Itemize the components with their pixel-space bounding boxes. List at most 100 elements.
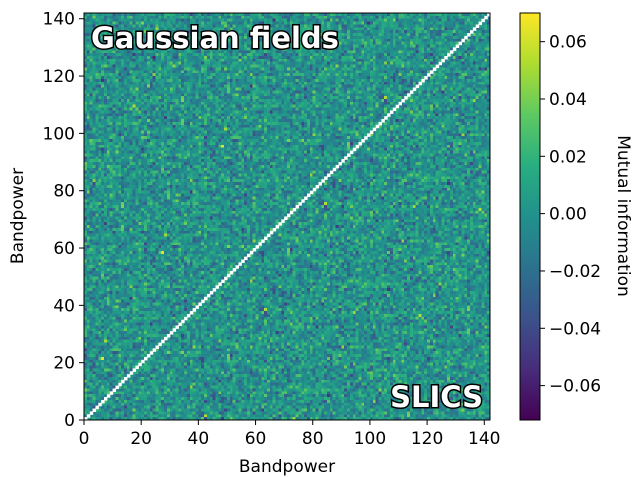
x-tick-label: 80 [302, 429, 324, 449]
diagonal-cell [395, 104, 400, 109]
diagonal-cell [204, 296, 208, 301]
diagonal-cell [318, 182, 322, 186]
diagonal-cell [441, 58, 445, 63]
diagonal-cell [381, 119, 385, 123]
diagonal-cell [315, 184, 320, 189]
y-tick-label: 40 [53, 296, 75, 316]
diagonal-cell [235, 265, 239, 269]
diagonal-cell [192, 308, 197, 312]
diagonal-cell [232, 268, 237, 272]
diagonal-cell [266, 233, 271, 238]
diagonal-cell [404, 96, 408, 100]
diagonal-cell [327, 173, 331, 177]
diagonal-cell [301, 199, 305, 203]
diagonal-cell [487, 13, 491, 17]
diagonal-cell [458, 41, 463, 46]
x-axis-label: Bandpower [239, 457, 335, 477]
diagonal-cell [258, 242, 262, 246]
diagonal-cell [129, 371, 134, 375]
diagonal-cell [355, 144, 360, 149]
y-tick-label: 100 [43, 124, 75, 144]
diagonal-cell [212, 288, 217, 292]
diagonal-cell [241, 259, 245, 263]
x-axis: 0 20 40 60 80 100 120 140 [79, 420, 501, 449]
diagonal-cell [472, 27, 477, 31]
diagonal-cell [89, 411, 94, 415]
diagonal-cell [255, 245, 260, 249]
diagonal-cell [324, 176, 328, 180]
colorbar-tick-label: 0.02 [549, 147, 587, 167]
diagonal-cell [375, 124, 380, 129]
diagonal-cell [378, 121, 382, 126]
diagonal-cell [246, 253, 251, 258]
diagonal-cell [172, 328, 177, 332]
diagonal-cell [244, 256, 248, 261]
diagonal-cell [164, 336, 168, 341]
diagonal-cell [412, 87, 417, 91]
diagonal-cell [461, 38, 465, 43]
diagonal-cell [364, 136, 368, 140]
diagonal-cell [329, 170, 334, 175]
diagonal-cell [398, 101, 402, 106]
diagonal-cell [126, 374, 131, 378]
diagonal-cell [269, 230, 274, 235]
diagonal-cell [424, 76, 428, 80]
diagonal-cell [438, 61, 442, 66]
diagonal-cell [184, 316, 188, 321]
diagonal-cell [146, 354, 151, 358]
y-tick-label: 80 [53, 182, 75, 202]
diagonal-cell [389, 110, 394, 114]
diagonal-cell [292, 207, 297, 212]
diagonal-cell [281, 219, 285, 223]
colorbar-tick-label: −0.02 [549, 262, 601, 282]
heatmap [83, 12, 491, 421]
diagonal-cell [352, 147, 357, 152]
annotation-gaussian-fields: Gaussian fields [91, 21, 339, 55]
diagonal-cell [95, 405, 99, 410]
diagonal-cell [447, 53, 451, 57]
diagonal-cell [226, 273, 231, 278]
diagonal-cell [238, 262, 242, 266]
diagonal-cell [118, 382, 122, 387]
diagonal-cell [221, 279, 225, 284]
diagonal-cell [418, 81, 422, 86]
diagonal-cell [161, 339, 165, 344]
diagonal-cell [361, 139, 365, 143]
diagonal-cell [444, 55, 448, 60]
colorbar-label: Mutual information [613, 135, 633, 297]
diagonal-cell [249, 250, 254, 255]
diagonal-cell [218, 282, 222, 286]
diagonal-cell [209, 291, 214, 295]
diagonal-cell [206, 293, 211, 298]
diagonal-cell [106, 394, 111, 398]
diagonal-cell [464, 35, 468, 40]
diagonal-cell [338, 162, 342, 166]
diagonal-cell [401, 98, 405, 103]
x-tick-label: 100 [354, 429, 386, 449]
diagonal-cell [289, 210, 294, 215]
x-tick-label: 20 [130, 429, 152, 449]
diagonal-cell [415, 84, 420, 89]
diagonal-cell [467, 33, 471, 37]
diagonal-cell [104, 397, 108, 401]
colorbar-tick-label: 0.00 [549, 205, 587, 225]
diagonal-cell [252, 248, 257, 252]
diagonal-cell [169, 331, 174, 335]
diagonal-cell [432, 67, 437, 71]
diagonal-cell [181, 319, 185, 324]
diagonal-cell [198, 302, 202, 306]
diagonal-cell [421, 78, 425, 83]
diagonal-cell [409, 90, 414, 94]
diagonal-cell [175, 325, 179, 329]
diagonal-cell [178, 322, 182, 327]
diagonal-cell [469, 30, 474, 34]
diagonal-cell [138, 362, 142, 367]
diagonal-cell [332, 167, 337, 172]
diagonal-cell [275, 225, 280, 229]
y-tick-label: 0 [64, 411, 75, 431]
y-tick-label: 140 [43, 10, 75, 30]
colorbar-tick-label: −0.06 [549, 377, 601, 397]
diagonal-cell [98, 402, 102, 407]
diagonal-cell [278, 222, 282, 226]
x-tick-label: 140 [468, 429, 500, 449]
